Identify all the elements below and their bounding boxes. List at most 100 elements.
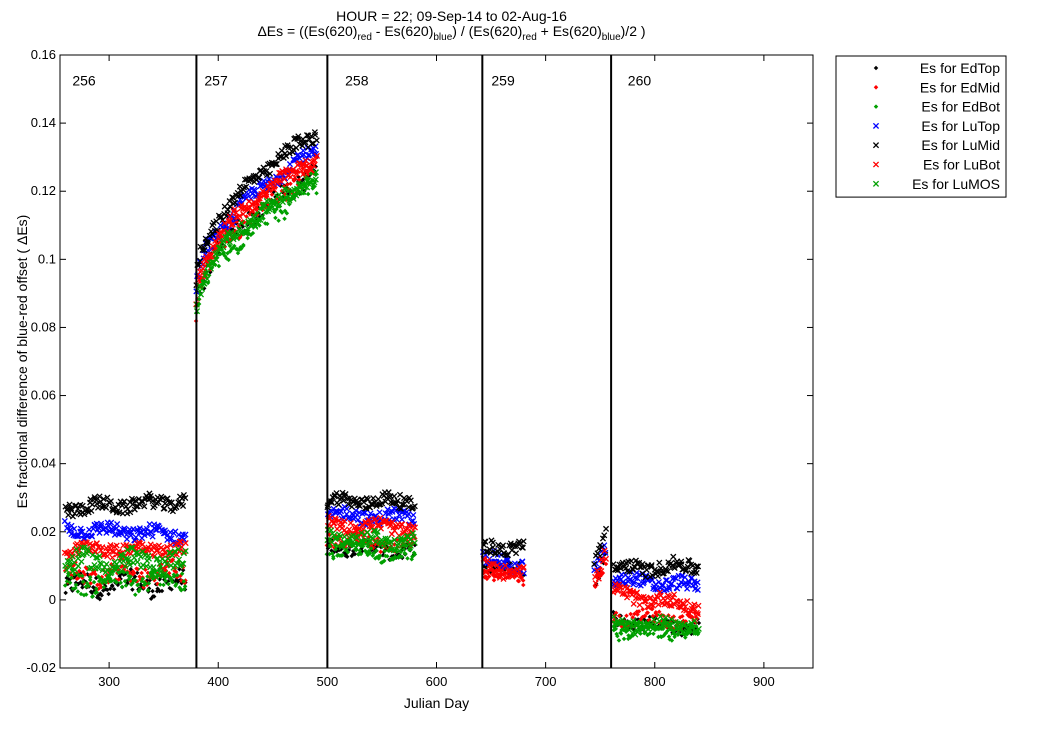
data-point: [602, 525, 610, 532]
data-point: [678, 579, 685, 586]
data-point: [129, 544, 136, 551]
data-point: [132, 534, 139, 541]
title-sub-red-2: red: [522, 31, 537, 43]
data-point: [126, 561, 133, 568]
series-es-for-lumid: [62, 129, 702, 581]
data-point: [68, 505, 75, 512]
data-point: [100, 496, 107, 503]
data-point: [616, 584, 623, 591]
data-point: [694, 611, 701, 618]
data-point: [78, 558, 85, 565]
data-point: [273, 160, 280, 168]
data-point: [302, 157, 309, 164]
data-point: [367, 510, 374, 517]
data-point: [410, 533, 417, 540]
data-point: [180, 560, 187, 567]
data-point: [141, 503, 148, 510]
data-point: [175, 546, 182, 553]
data-point: [198, 285, 206, 292]
data-point: [121, 498, 128, 505]
data-point: [399, 501, 406, 508]
data-point: [127, 544, 135, 551]
data-point: [630, 600, 637, 607]
data-point: [69, 513, 76, 520]
data-point: [638, 631, 643, 636]
data-point: [103, 529, 110, 536]
data-point: [308, 166, 315, 173]
data-point: [257, 216, 264, 224]
data-point: [496, 564, 503, 572]
data-point: [134, 558, 141, 566]
data-point: [106, 591, 111, 597]
data-point: [167, 542, 174, 549]
data-point: [196, 273, 203, 280]
data-point: [327, 543, 333, 549]
y-tick-label: 0.14: [31, 115, 56, 130]
x-tick-label: 500: [317, 674, 339, 689]
data-point: [596, 571, 603, 578]
data-point: [663, 567, 670, 574]
data-point: [308, 158, 315, 165]
data-point: [693, 628, 700, 636]
data-point: [182, 539, 189, 547]
data-point: [256, 174, 263, 181]
data-point: [274, 177, 281, 184]
data-point: [163, 560, 170, 568]
data-point: [71, 510, 78, 517]
data-point: [486, 574, 492, 579]
data-point: [108, 519, 115, 526]
data-point: [129, 501, 136, 508]
x-axis-label: Julian Day: [404, 695, 469, 711]
data-point: [98, 520, 105, 527]
data-point: [209, 243, 217, 250]
data-point: [374, 528, 381, 535]
data-point: [75, 589, 81, 594]
data-point: [621, 636, 627, 642]
data-point: [684, 597, 691, 605]
data-point: [207, 251, 214, 258]
data-point: [391, 527, 398, 534]
legend-item: Es for LuMid: [872, 137, 1000, 153]
data-point: [630, 617, 637, 625]
data-point: [119, 584, 125, 590]
data-point: [95, 565, 102, 572]
data-point: [298, 167, 305, 174]
data-point: [107, 541, 114, 549]
data-point: [283, 152, 290, 160]
data-point: [160, 546, 167, 553]
data-point: [676, 582, 683, 589]
data-point: [156, 560, 163, 567]
data-point: [153, 574, 160, 581]
data-point: [161, 582, 166, 588]
data-point: [104, 553, 111, 560]
data-point: [349, 539, 356, 546]
data-point: [139, 541, 146, 548]
data-point: [154, 555, 161, 562]
data-point: [220, 244, 227, 251]
data-point: [258, 213, 265, 220]
data-point: [209, 259, 216, 266]
legend-marker: [872, 142, 880, 149]
data-point: [488, 560, 495, 567]
data-point: [334, 534, 341, 541]
data-point: [656, 559, 663, 566]
data-point: [591, 561, 598, 568]
data-point: [124, 546, 131, 553]
data-point: [331, 520, 338, 527]
data-point: [626, 626, 633, 633]
data-point: [403, 551, 408, 556]
data-point: [241, 229, 248, 236]
data-point: [241, 176, 249, 183]
legend-label: Es for EdTop: [920, 60, 1000, 76]
data-point: [64, 521, 71, 528]
data-point: [390, 547, 397, 554]
x-tick-label: 300: [98, 674, 120, 689]
data-point: [684, 585, 691, 592]
data-point: [261, 201, 269, 208]
data-point: [377, 501, 384, 508]
data-point: [164, 555, 171, 562]
data-point: [674, 585, 681, 592]
data-point: [250, 173, 257, 180]
data-point: [516, 578, 522, 584]
data-point: [504, 552, 511, 559]
